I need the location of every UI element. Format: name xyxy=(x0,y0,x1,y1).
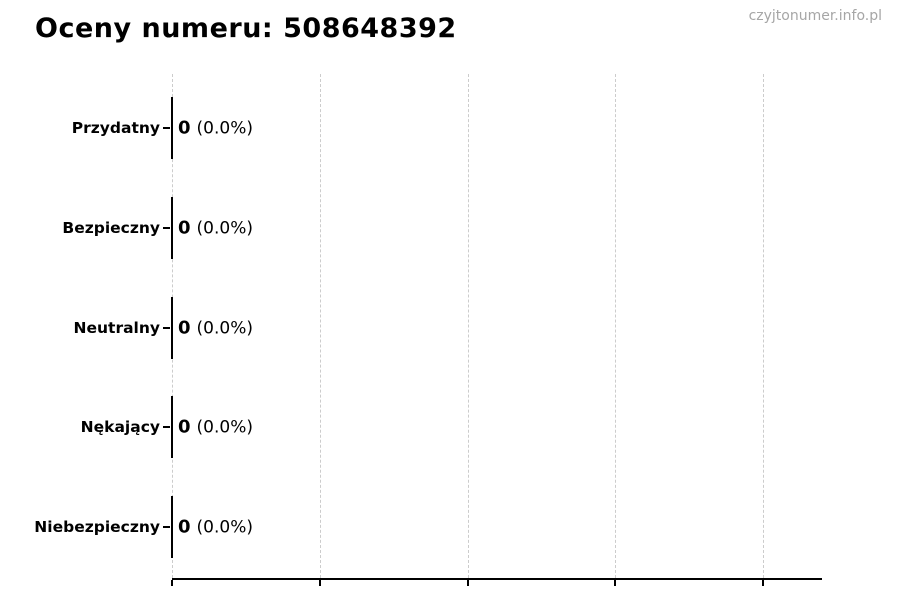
category-label: Neutralny xyxy=(73,318,160,337)
value-percent: (0.0%) xyxy=(196,218,253,239)
x-tick-mark xyxy=(171,580,173,586)
value-label: 0 (0.0%) xyxy=(178,118,253,139)
value-count: 0 xyxy=(178,217,191,239)
bar-row: Neutralny 0 (0.0%) xyxy=(74,296,822,359)
gridline xyxy=(763,74,764,578)
value-percent: (0.0%) xyxy=(196,417,253,438)
value-count: 0 xyxy=(178,317,191,338)
value-label: 0 (0.0%) xyxy=(178,317,253,338)
gridline xyxy=(467,74,469,578)
value-count: 0 xyxy=(178,416,191,438)
category-label: Bezpieczny xyxy=(62,218,160,237)
value-count: 0 xyxy=(178,117,191,139)
chart-title: Oceny numeru: 508648392 xyxy=(35,13,457,44)
category-label: Niebezpieczny xyxy=(34,518,160,536)
value-label: 0 (0.0%) xyxy=(178,517,253,538)
x-tick-mark xyxy=(318,580,321,586)
x-axis-line xyxy=(172,578,822,580)
gridline xyxy=(615,74,617,578)
category-label: Nękający xyxy=(80,418,160,437)
watermark: czyjtonumer.info.pl xyxy=(748,8,882,24)
bar-row: Bezpieczny 0 (0.0%) xyxy=(62,196,822,259)
value-percent: (0.0%) xyxy=(196,318,253,338)
value-label: 0 (0.0%) xyxy=(178,217,253,238)
value-label: 0 (0.0%) xyxy=(178,417,253,438)
x-tick-mark xyxy=(466,580,469,586)
y-tick-mark xyxy=(163,426,170,429)
zero-width-bar xyxy=(171,496,173,558)
value-percent: (0.0%) xyxy=(196,118,253,139)
zero-width-bar xyxy=(171,97,173,159)
plot-area: Przydatny 0 (0.0%) Bezpieczny 0 (0.0%) Neu… xyxy=(34,74,822,586)
zero-width-bar xyxy=(171,396,173,459)
x-tick-mark xyxy=(762,580,764,586)
y-tick-mark xyxy=(163,526,170,528)
value-count: 0 xyxy=(178,516,191,538)
y-tick-mark xyxy=(163,226,170,229)
zero-width-bar xyxy=(171,196,173,259)
value-percent: (0.0%) xyxy=(196,517,253,538)
y-tick-mark xyxy=(163,127,170,129)
bar-row: Nękający 0 (0.0%) xyxy=(81,396,822,459)
bar-row: Niebezpieczny 0 (0.0%) xyxy=(34,496,822,558)
category-label: Przydatny xyxy=(71,119,160,137)
bar-row: Przydatny 0 (0.0%) xyxy=(72,97,822,159)
gridline xyxy=(319,74,321,578)
zero-width-bar xyxy=(171,296,173,359)
y-tick-mark xyxy=(163,326,170,329)
x-tick-mark xyxy=(614,580,617,586)
